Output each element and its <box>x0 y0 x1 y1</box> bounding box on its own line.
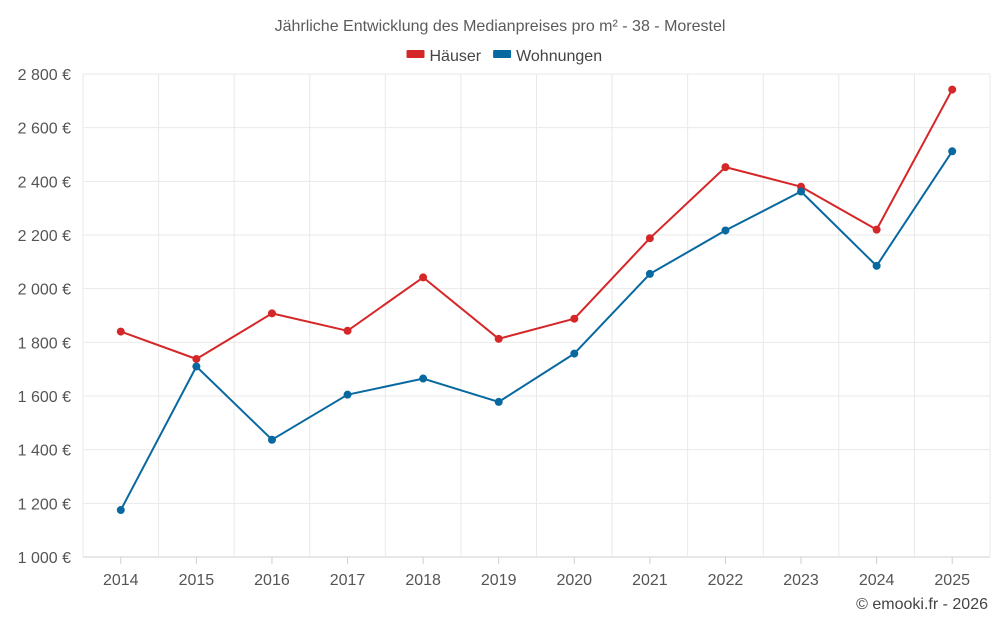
x-tick-label: 2018 <box>405 572 441 589</box>
y-tick-label: 2 200 € <box>18 228 71 245</box>
data-point-haeuser <box>343 326 352 335</box>
y-tick-label: 1 000 € <box>18 550 71 567</box>
legend-label-wohnungen: Wohnungen <box>516 48 602 65</box>
y-tick-label: 2 000 € <box>18 282 71 299</box>
data-point-wohnungen <box>570 349 579 358</box>
legend: Häuser Wohnungen <box>406 48 602 65</box>
x-axis: 2014 2015 2016 2017 2018 2019 2020 2021 2022 2023… <box>103 557 970 589</box>
x-tick-label: 2014 <box>103 572 139 589</box>
data-point-haeuser <box>192 354 201 363</box>
y-axis: 1 000 € 1 200 € 1 400 € 1 600 € 1 800 € 2 000… <box>18 67 71 567</box>
x-tick-label: 2015 <box>179 572 215 589</box>
x-tick-label: 2024 <box>859 572 895 589</box>
data-point-haeuser <box>872 225 881 234</box>
legend-label-haeuser: Häuser <box>430 48 482 65</box>
x-tick-label: 2025 <box>934 572 970 589</box>
y-tick-label: 1 800 € <box>18 335 71 352</box>
y-tick-label: 1 400 € <box>18 443 71 460</box>
y-tick-label: 2 400 € <box>18 174 71 191</box>
data-point-wohnungen <box>116 506 125 515</box>
data-point-haeuser <box>570 314 579 323</box>
data-point-haeuser <box>721 163 730 172</box>
grid <box>82 73 991 558</box>
data-point-wohnungen <box>343 390 352 399</box>
data-point-haeuser <box>116 327 125 336</box>
x-tick-label: 2019 <box>481 572 517 589</box>
y-tick-label: 2 800 € <box>18 67 71 84</box>
y-tick-label: 1 200 € <box>18 496 71 513</box>
series-line-haeuser <box>120 89 954 360</box>
data-point-haeuser <box>494 334 503 343</box>
credit-text: © emooki.fr - 2026 <box>856 596 988 613</box>
data-point-wohnungen <box>948 147 957 156</box>
data-point-wohnungen <box>645 269 654 278</box>
data-point-wohnungen <box>192 362 201 371</box>
x-tick-label: 2023 <box>783 572 819 589</box>
x-tick-label: 2017 <box>330 572 366 589</box>
legend-swatch-wohnungen <box>493 50 512 58</box>
data-point-wohnungen <box>267 435 276 444</box>
x-tick-label: 2016 <box>254 572 290 589</box>
x-tick-label: 2021 <box>632 572 668 589</box>
chart-title: Jährliche Entwicklung des Medianpreises … <box>275 18 726 35</box>
y-tick-label: 1 600 € <box>18 389 71 406</box>
data-point-wohnungen <box>419 374 428 383</box>
data-point-haeuser <box>267 309 276 318</box>
data-point-haeuser <box>419 273 428 282</box>
y-tick-label: 2 600 € <box>18 121 71 138</box>
series <box>116 85 957 515</box>
data-point-wohnungen <box>494 397 503 406</box>
data-point-haeuser <box>948 85 957 94</box>
data-point-haeuser <box>645 234 654 243</box>
x-tick-label: 2020 <box>556 572 592 589</box>
series-line-wohnungen <box>119 150 954 511</box>
data-point-wohnungen <box>797 187 806 196</box>
data-point-wohnungen <box>872 261 881 270</box>
legend-swatch-haeuser <box>406 50 425 58</box>
x-tick-label: 2022 <box>708 572 744 589</box>
data-point-wohnungen <box>721 226 730 235</box>
